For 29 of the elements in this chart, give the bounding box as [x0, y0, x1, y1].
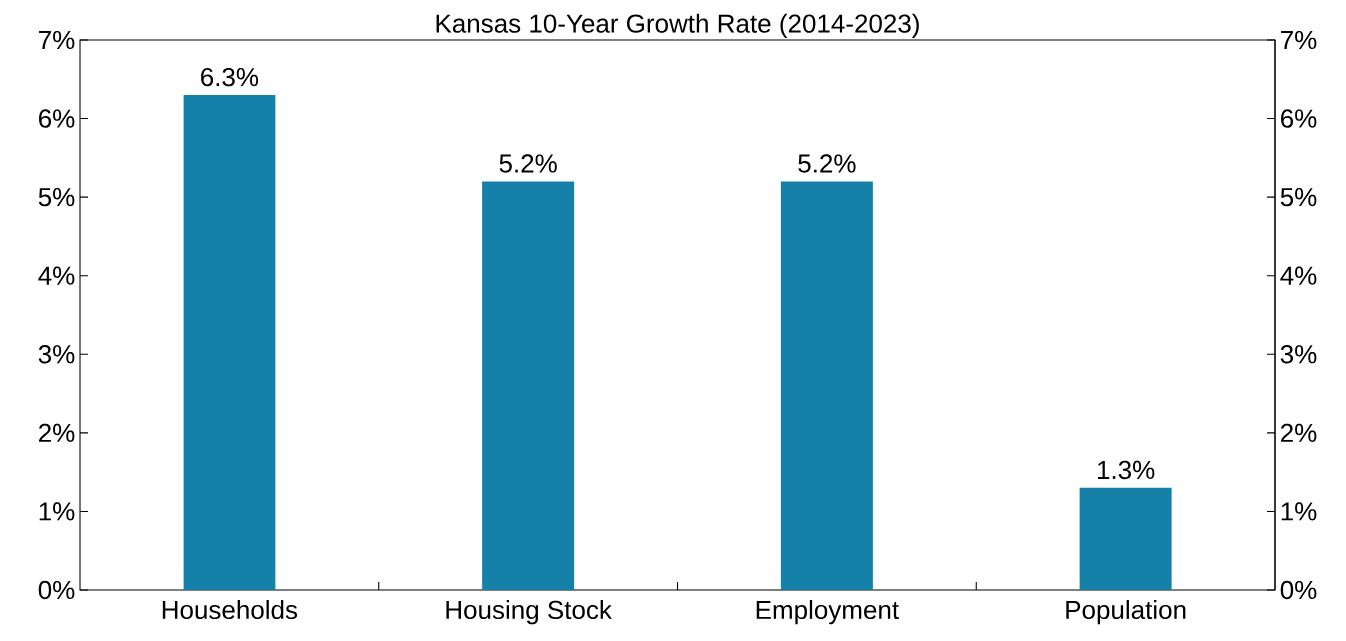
bar	[780, 181, 873, 590]
y2-tick-label: 1%	[39, 502, 75, 521]
x-tick-label: Households	[162, 600, 298, 620]
y2-tick-label: 2%	[39, 423, 75, 442]
y2-tick-label: 0%	[38, 580, 75, 600]
bar	[1079, 487, 1172, 590]
y-tick-label: 0%	[1280, 580, 1317, 600]
data-label: 5.2%	[798, 154, 856, 173]
data-label: 1.3%	[1097, 460, 1155, 480]
y-tick-label: 6%	[1281, 109, 1317, 128]
y-tick-label: 1%	[1281, 502, 1317, 521]
y2-tick-label: 5%	[38, 188, 75, 207]
bar	[482, 181, 575, 590]
y2-tick-label: 3%	[38, 345, 75, 364]
data-label: 6.3%	[201, 67, 259, 87]
y-tick-label: 2%	[1281, 423, 1317, 442]
y-tick-label: 3%	[1280, 345, 1317, 364]
y2-tick-label: 6%	[39, 109, 75, 128]
y-tick-label: 5%	[1280, 188, 1317, 207]
bar	[183, 94, 276, 590]
y-tick-label: 4%	[1280, 266, 1317, 285]
chart-title: Kansas 10-Year Growth Rate (2014-2023)	[436, 13, 919, 38]
x-tick-label: Employment	[756, 600, 899, 625]
y2-tick-label: 4%	[38, 266, 75, 285]
x-tick-label: Housing Stock	[446, 600, 612, 625]
x-tick-label: Population	[1066, 600, 1186, 625]
data-label: 5.2%	[499, 154, 557, 173]
y2-tick-label: 7%	[39, 30, 75, 50]
y-tick-label: 7%	[1281, 30, 1317, 50]
